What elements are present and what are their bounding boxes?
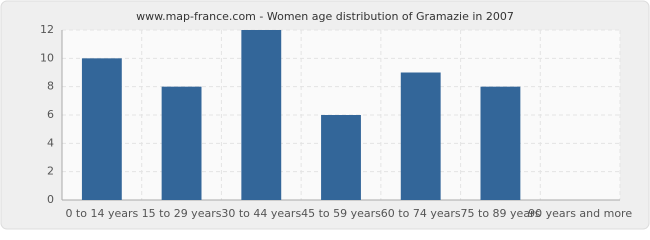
bar bbox=[81, 58, 122, 201]
y-tick-label: 12 bbox=[40, 23, 54, 36]
chart-title: www.map-france.com - Women age distribut… bbox=[136, 10, 514, 23]
bar bbox=[400, 72, 441, 200]
x-tick-label: 15 to 29 years bbox=[142, 207, 222, 220]
y-tick-label: 8 bbox=[47, 80, 54, 93]
x-tick-label: 45 to 59 years bbox=[301, 207, 381, 220]
bar bbox=[161, 86, 202, 200]
x-tick-label: 75 to 89 years bbox=[461, 207, 541, 220]
bar bbox=[241, 30, 282, 200]
x-tick-label: 30 to 44 years bbox=[221, 207, 301, 220]
x-tick-label: 60 to 74 years bbox=[381, 207, 461, 220]
y-tick-label: 10 bbox=[40, 51, 54, 64]
x-tick-label: 0 to 14 years bbox=[65, 207, 138, 220]
y-tick-label: 2 bbox=[47, 165, 54, 178]
bar bbox=[321, 115, 361, 200]
x-tick-label: 90 years and more bbox=[528, 207, 632, 220]
y-tick-label: 6 bbox=[47, 108, 54, 121]
chart: www.map-france.com - Women age distribut… bbox=[0, 0, 650, 230]
y-tick-label: 0 bbox=[47, 193, 54, 206]
y-tick-label: 4 bbox=[47, 136, 54, 149]
bar bbox=[480, 86, 521, 200]
